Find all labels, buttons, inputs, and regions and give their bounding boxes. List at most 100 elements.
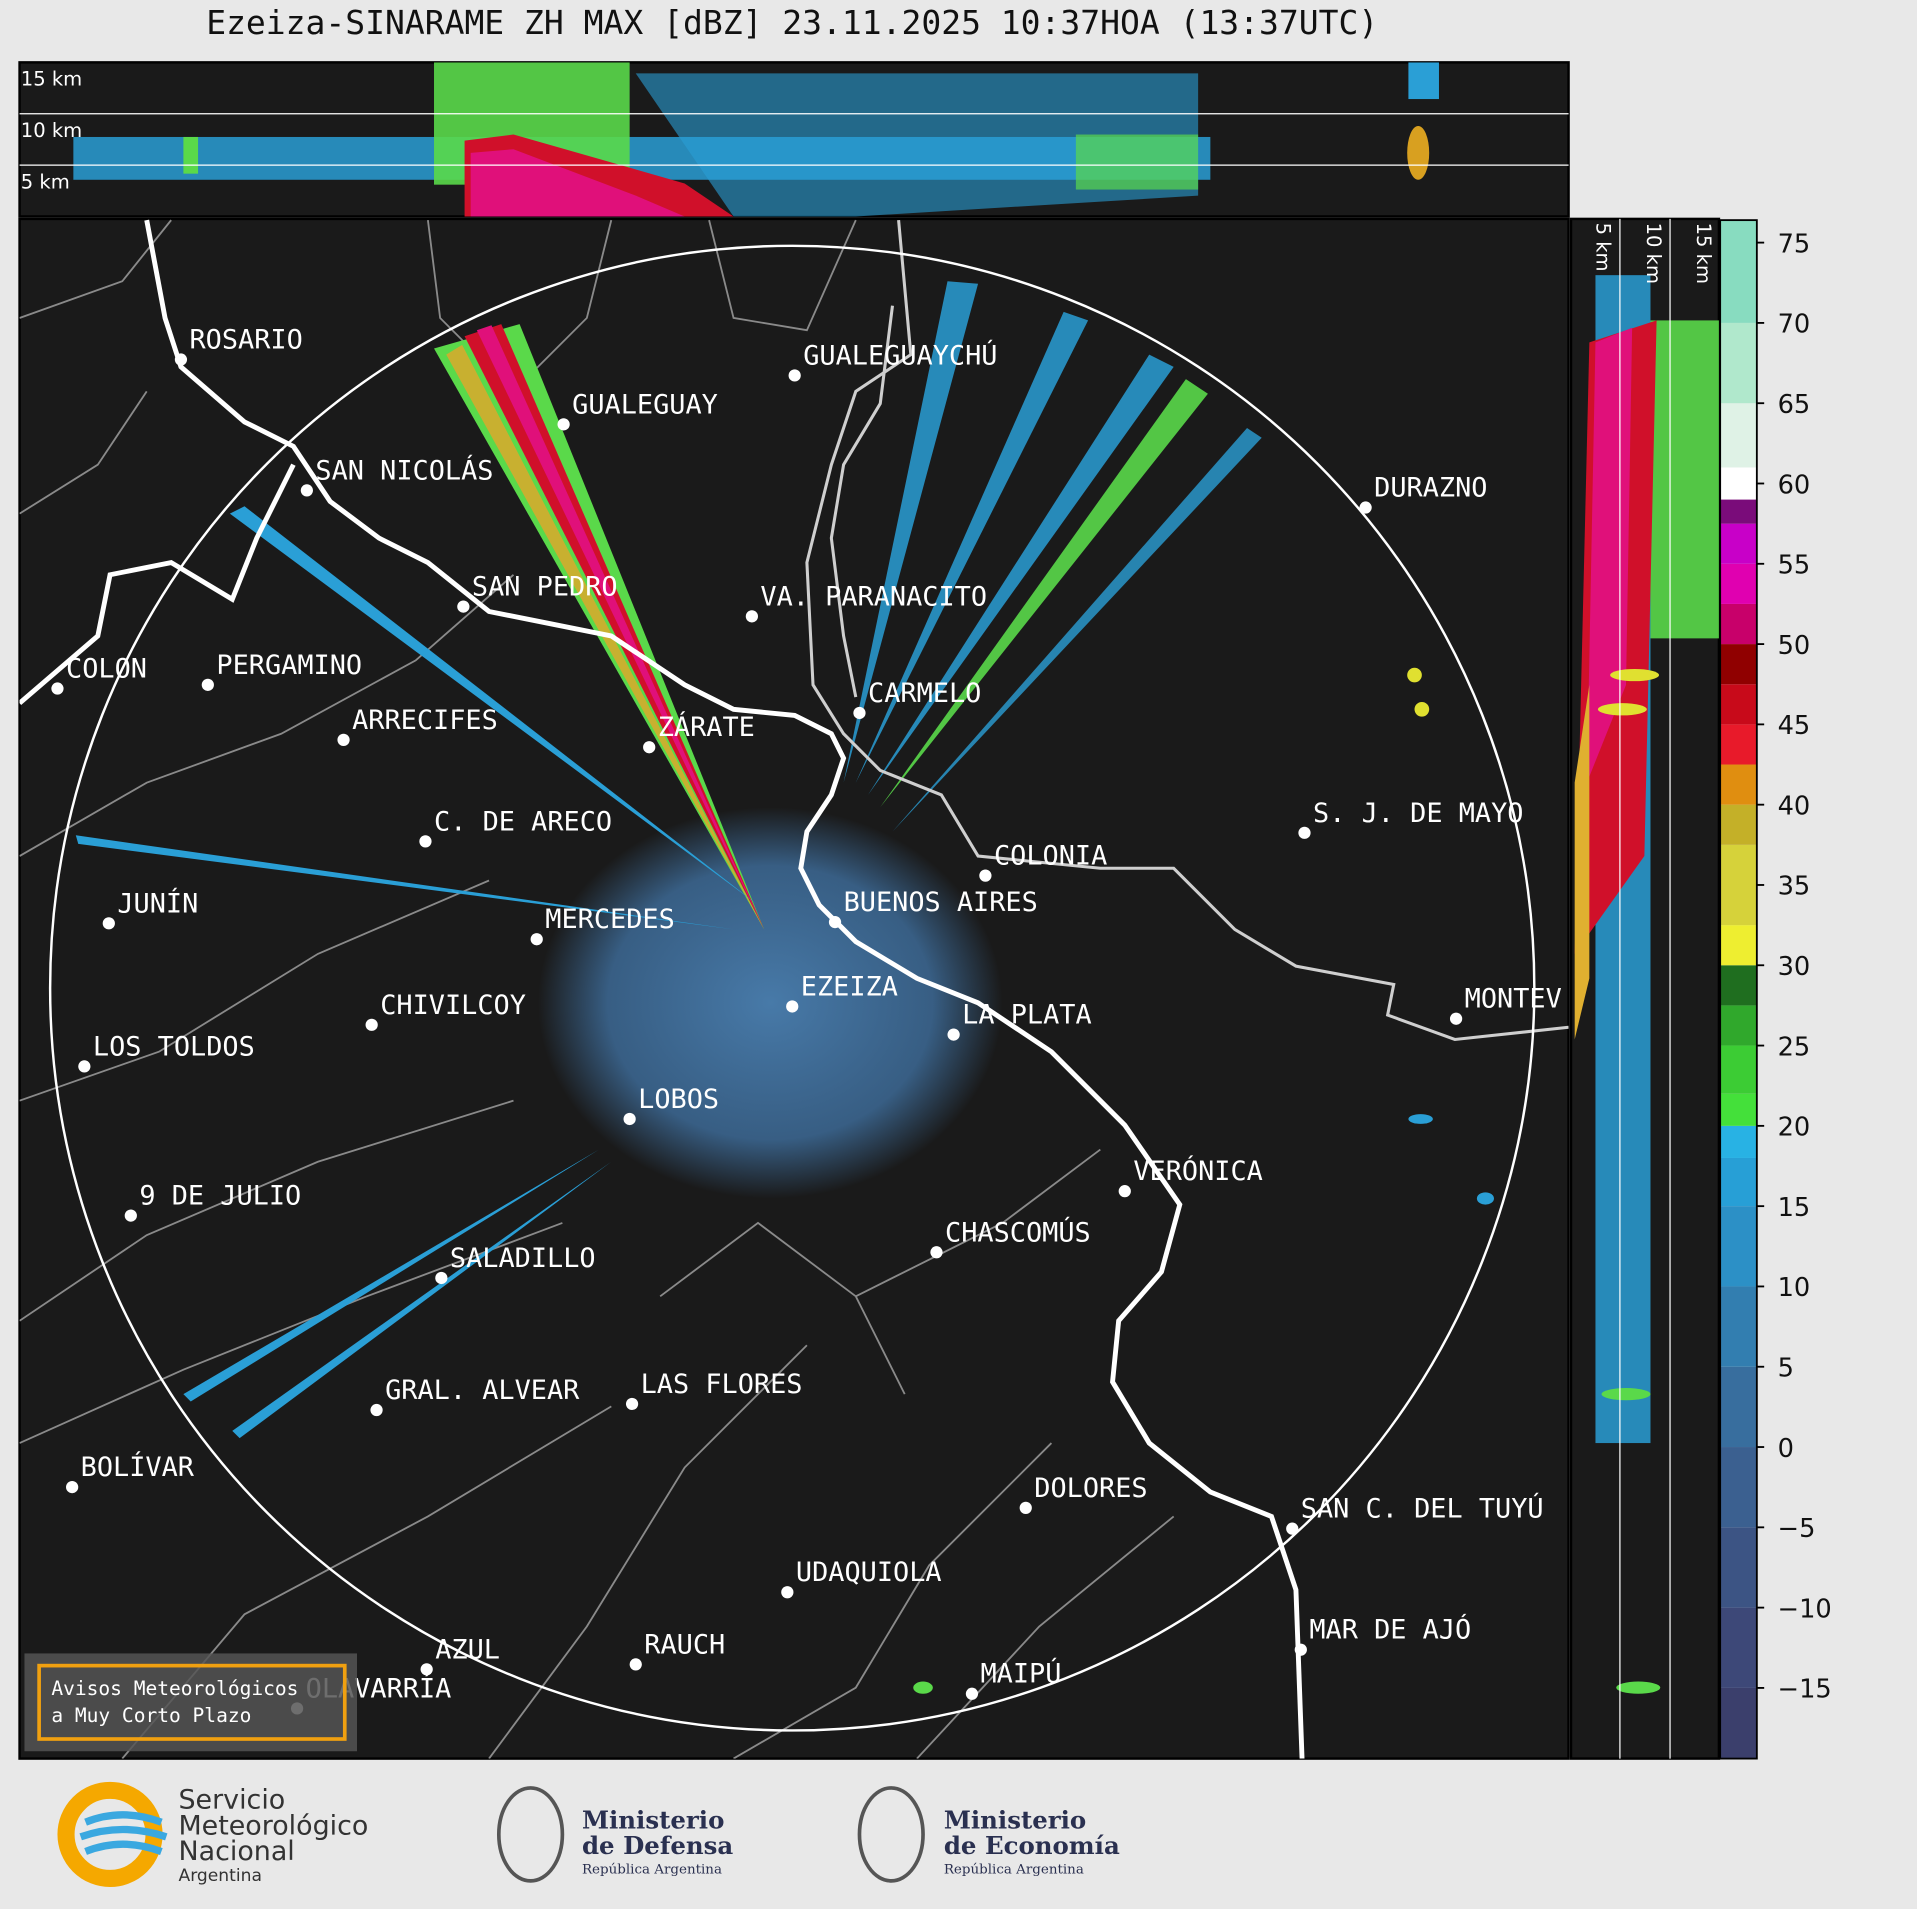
altitude-label: 5 km xyxy=(1592,223,1615,272)
logo-text: Servicio xyxy=(178,1785,285,1816)
city-label: GUALEGUAY xyxy=(572,389,718,420)
city-label: UDAQUIOLA xyxy=(796,1557,942,1588)
colorbar-tick-label: 20 xyxy=(1778,1113,1811,1143)
city-dot xyxy=(1118,1185,1131,1198)
colorbar-band xyxy=(1720,1447,1757,1528)
colorbar-band xyxy=(1720,1607,1757,1688)
colorbar-band xyxy=(1720,804,1757,845)
city-label: MERCEDES xyxy=(545,904,675,935)
city-label: RAUCH xyxy=(644,1629,725,1660)
rivers-grey xyxy=(805,219,1569,1042)
city-dot xyxy=(51,682,64,695)
map-layer: ROSARIO GUALEGUAYCHÚ GUALEGUAY SAN NICOLÁS D… xyxy=(19,219,1569,1759)
colorbar-band xyxy=(1720,603,1757,645)
side-echoes xyxy=(1574,275,1719,1694)
city-dot xyxy=(788,369,801,382)
colorbar-band xyxy=(1720,764,1757,805)
colorbar-tick-label: 10 xyxy=(1778,1273,1811,1303)
colorbar-tick-label: 55 xyxy=(1778,551,1811,581)
colorbar-tick-label: 45 xyxy=(1778,711,1811,741)
city-label: MONTEV xyxy=(1465,984,1562,1015)
city-dot xyxy=(947,1028,960,1041)
city-label: SAN C. DEL TUYÚ xyxy=(1301,1493,1544,1525)
colorbar-band xyxy=(1720,1366,1757,1448)
colorbar-tick-label: 70 xyxy=(1778,310,1811,340)
city-label: S. J. DE MAYO xyxy=(1313,798,1523,829)
city-label: SALADILLO xyxy=(450,1243,596,1274)
logo-text: Meteorológico xyxy=(178,1810,368,1841)
city-label: CARMELO xyxy=(868,678,981,709)
logo-text: de Defensa xyxy=(582,1831,733,1860)
colorbar-band xyxy=(1720,563,1757,604)
city-label: MAIPÚ xyxy=(981,1658,1062,1690)
city-label: COLON xyxy=(66,654,147,685)
colorbar-band xyxy=(1720,644,1757,685)
city-dot xyxy=(300,484,313,497)
city-dot xyxy=(1019,1501,1032,1514)
colorbar-band xyxy=(1720,1157,1757,1207)
city-dot xyxy=(1286,1522,1299,1535)
colorbar-tick-label: 30 xyxy=(1778,952,1811,982)
city-layer: ROSARIO GUALEGUAYCHÚ GUALEGUAY SAN NICOLÁS D… xyxy=(51,325,1562,1715)
logo-text: Ministerio xyxy=(582,1805,724,1834)
logo-text: República Argentina xyxy=(944,1863,1084,1878)
logo-text: de Economía xyxy=(944,1831,1120,1860)
city-dot xyxy=(370,1403,383,1417)
city-dot xyxy=(629,1658,642,1671)
colorbar-band xyxy=(1720,1206,1757,1287)
colorbar-frame xyxy=(1719,219,1758,1760)
city-dot xyxy=(979,869,992,882)
city-dot xyxy=(1294,1643,1307,1656)
altitude-label: 5 km xyxy=(21,170,70,193)
city-dot xyxy=(828,915,842,929)
city-label: DURAZNO xyxy=(1374,473,1487,504)
colorbar-band xyxy=(1720,322,1757,404)
altitude-label: 10 km xyxy=(21,119,82,142)
logo-text: Ministerio xyxy=(944,1805,1086,1834)
colorbar-band xyxy=(1720,1527,1757,1608)
city-dot xyxy=(623,1112,636,1126)
city-label: MAR DE AJÓ xyxy=(1309,1614,1471,1646)
city-label: SAN NICOLÁS xyxy=(315,454,493,486)
city-label: SAN PEDRO xyxy=(472,572,618,603)
city-label: ZÁRATE xyxy=(658,711,755,743)
colorbar-tick-label: −5 xyxy=(1778,1514,1816,1544)
city-dot xyxy=(365,1018,378,1031)
city-dot xyxy=(643,741,656,754)
city-dot xyxy=(102,917,115,930)
economia-logo: Ministerio de Economía República Argenti… xyxy=(857,1786,1120,1883)
city-label: LOS TOLDOS xyxy=(93,1031,255,1062)
colorbar-tick-label: 25 xyxy=(1778,1032,1811,1062)
city-dot xyxy=(965,1687,979,1700)
city-dot xyxy=(557,418,570,431)
city-label: CHASCOMÚS xyxy=(945,1216,1091,1248)
city-dot xyxy=(174,353,188,366)
city-dot xyxy=(1359,501,1372,514)
city-label: AZUL xyxy=(435,1634,500,1665)
colorbar-tick-label: 35 xyxy=(1778,872,1811,902)
city-dot xyxy=(781,1586,794,1599)
colorbar-band xyxy=(1720,724,1757,765)
city-label: BOLÍVAR xyxy=(81,1451,195,1483)
colorbar-band xyxy=(1720,1093,1757,1126)
city-label: JUNÍN xyxy=(117,887,198,919)
smn-logo: Servicio Meteorológico Nacional Argentin… xyxy=(57,1781,368,1887)
colorbar-tick-label: 0 xyxy=(1778,1434,1794,1464)
colorbar-band xyxy=(1720,684,1757,725)
defensa-logo: Ministerio de Defensa República Argentin… xyxy=(496,1786,733,1883)
city-label: EZEIZA xyxy=(801,971,898,1002)
colorbar-band xyxy=(1720,403,1757,468)
colorbar-band xyxy=(1720,1005,1757,1046)
city-label: COLONIA xyxy=(994,841,1107,872)
city-label: BUENOS AIRES xyxy=(844,887,1038,918)
colorbar-band xyxy=(1720,1286,1757,1367)
colorbar-tick-label: 50 xyxy=(1778,631,1811,661)
logo-text: Argentina xyxy=(178,1866,261,1886)
city-label: DOLORES xyxy=(1034,1473,1147,1504)
colorbar-band xyxy=(1720,220,1757,323)
colorbar-tick-label: 60 xyxy=(1778,470,1811,500)
logo-text: Nacional xyxy=(178,1836,294,1867)
city-label: LAS FLORES xyxy=(641,1369,803,1400)
notice-line: Avisos Meteorológicos xyxy=(51,1677,298,1700)
